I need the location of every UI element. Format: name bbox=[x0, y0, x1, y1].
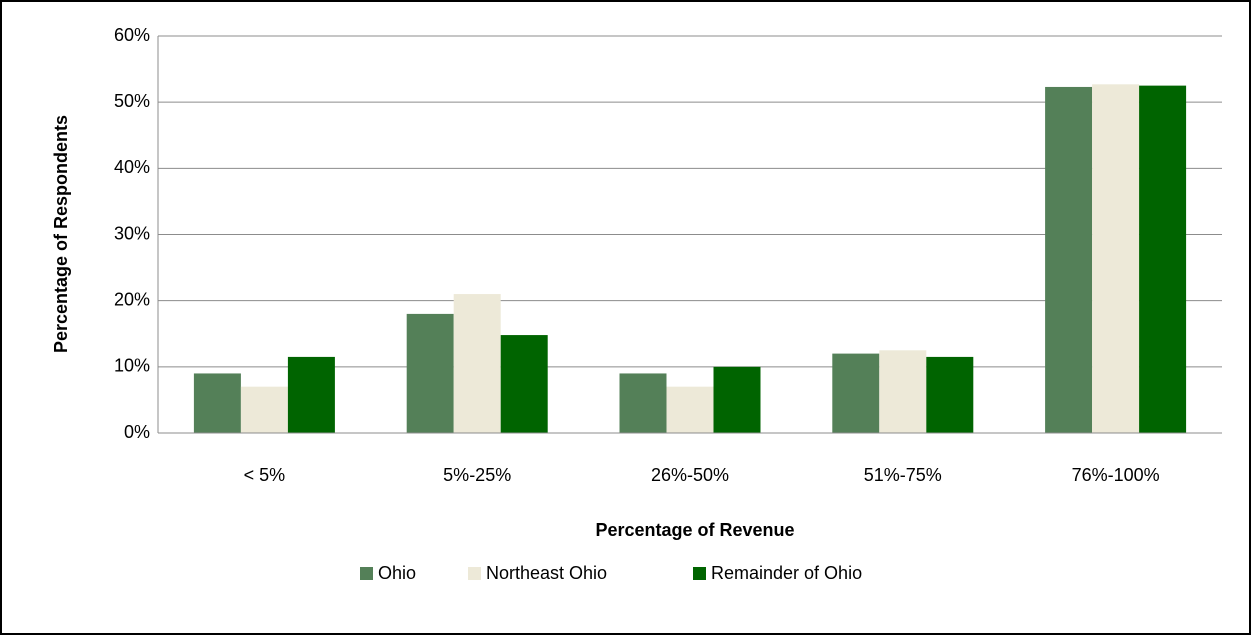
legend-swatch bbox=[468, 567, 481, 580]
bar bbox=[879, 350, 927, 433]
bar bbox=[926, 356, 974, 433]
bar bbox=[1092, 84, 1140, 433]
legend-swatch bbox=[360, 567, 373, 580]
bar bbox=[287, 356, 335, 433]
bar bbox=[619, 373, 667, 433]
y-tick-label: 10% bbox=[114, 356, 150, 376]
y-axis-label: Percentage of Respondents bbox=[51, 115, 71, 353]
y-tick-label: 0% bbox=[124, 422, 150, 442]
legend-label: Northeast Ohio bbox=[486, 563, 607, 583]
y-tick-label: 30% bbox=[114, 223, 150, 243]
legend-swatch bbox=[693, 567, 706, 580]
bar bbox=[193, 373, 241, 433]
bar bbox=[453, 294, 501, 433]
bar bbox=[666, 386, 714, 433]
x-axis-label: Percentage of Revenue bbox=[595, 520, 794, 540]
bar bbox=[1045, 86, 1093, 433]
bar bbox=[832, 353, 880, 433]
x-tick-label: 26%-50% bbox=[651, 465, 729, 485]
bar bbox=[713, 366, 761, 433]
legend-label: Ohio bbox=[378, 563, 416, 583]
y-tick-label: 50% bbox=[114, 91, 150, 111]
x-tick-label: < 5% bbox=[244, 465, 286, 485]
x-tick-label: 5%-25% bbox=[443, 465, 511, 485]
x-tick-label: 76%-100% bbox=[1072, 465, 1160, 485]
bar bbox=[240, 386, 288, 433]
bar bbox=[500, 335, 548, 433]
bar bbox=[1139, 85, 1187, 433]
legend-label: Remainder of Ohio bbox=[711, 563, 862, 583]
y-tick-label: 20% bbox=[114, 289, 150, 309]
y-tick-label: 40% bbox=[114, 157, 150, 177]
bar bbox=[406, 313, 454, 433]
x-tick-label: 51%-75% bbox=[864, 465, 942, 485]
y-tick-label: 60% bbox=[114, 25, 150, 45]
